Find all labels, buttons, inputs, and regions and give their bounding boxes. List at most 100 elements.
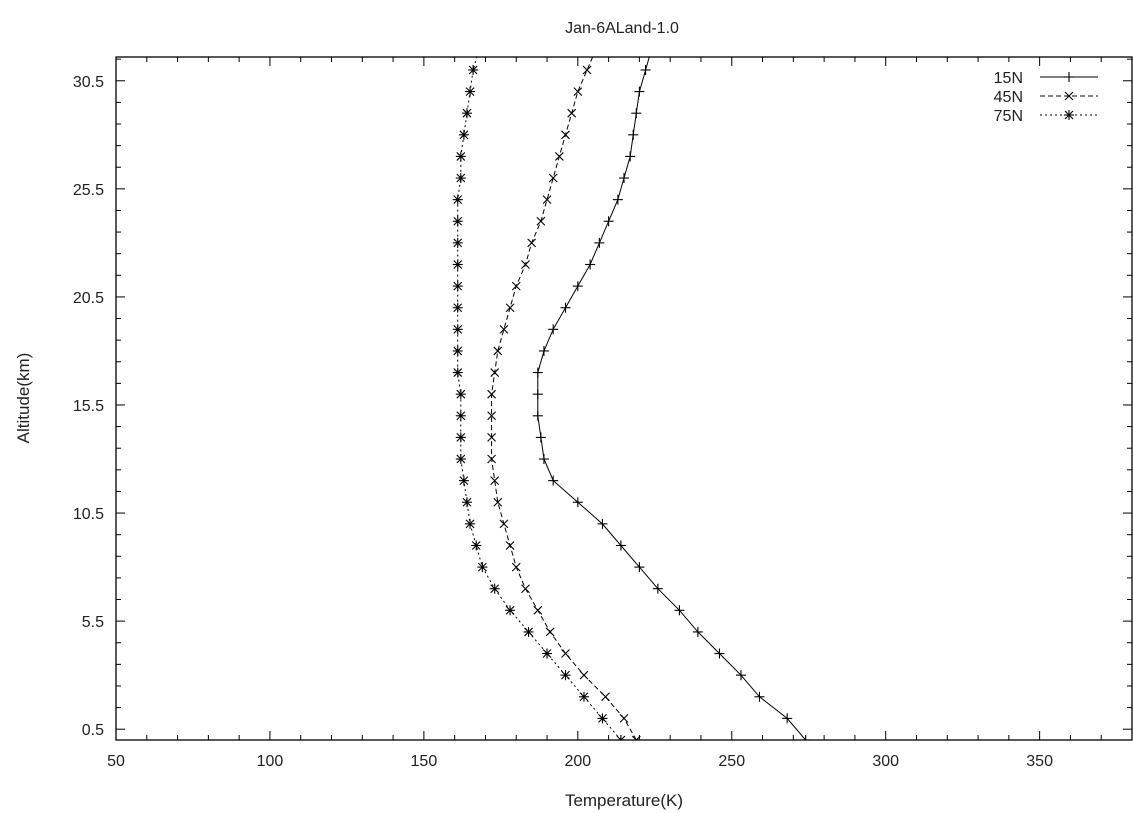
data-point: [634, 86, 645, 97]
data-point: [536, 216, 546, 226]
y-tick-label: 5.5: [82, 614, 104, 631]
data-point: [499, 324, 509, 334]
data-point: [597, 518, 608, 529]
data-point: [615, 540, 626, 551]
y-axis-label: Altitude(km): [14, 353, 33, 444]
data-point: [640, 64, 651, 75]
x-tick-label: 250: [718, 753, 745, 770]
data-point: [582, 65, 592, 75]
data-point: [692, 626, 703, 637]
data-point: [631, 108, 642, 119]
data-point: [615, 735, 626, 740]
data-point: [735, 670, 746, 681]
data-point: [535, 432, 546, 443]
series-45N: [487, 44, 641, 740]
data-point: [489, 583, 500, 594]
series-line: [537, 57, 806, 740]
data-point: [465, 518, 476, 529]
data-point: [548, 324, 559, 335]
series-line: [491, 57, 637, 740]
data-point: [505, 303, 515, 313]
x-tick-label: 100: [257, 753, 284, 770]
data-point: [461, 497, 472, 508]
data-point: [542, 648, 553, 659]
data-point: [511, 562, 521, 572]
data-point: [461, 108, 472, 119]
data-point: [560, 302, 571, 313]
x-axis: 50 100 150 200 250 300 350: [107, 57, 1133, 770]
data-point: [493, 497, 503, 507]
data-point: [532, 389, 543, 400]
legend-label: 15N: [994, 70, 1023, 87]
legend-marker: [1064, 91, 1074, 101]
data-point: [458, 475, 469, 486]
data-point: [554, 152, 564, 161]
data-point: [452, 216, 463, 227]
data-point: [592, 44, 600, 52]
data-point: [561, 649, 570, 658]
x-axis-label: Temperature(K): [565, 791, 683, 810]
data-point: [800, 735, 811, 740]
data-point: [455, 173, 466, 184]
data-point: [505, 541, 515, 550]
x-tick-label: 50: [107, 753, 125, 770]
data-point: [493, 346, 503, 356]
data-point: [471, 540, 482, 551]
x-tick-label: 300: [872, 753, 899, 770]
x-tick-label: 200: [564, 753, 591, 770]
data-point: [612, 194, 623, 205]
legend-marker: [1064, 72, 1074, 82]
y-tick-label: 10.5: [73, 506, 104, 523]
data-point: [619, 713, 629, 723]
data-point: [603, 216, 614, 227]
data-point: [532, 367, 543, 378]
y-tick-label: 20.5: [73, 290, 104, 307]
data-point: [511, 281, 521, 291]
y-tick-label: 0.5: [82, 722, 104, 739]
data-point: [532, 410, 543, 421]
data-point: [452, 302, 463, 313]
data-point: [548, 173, 558, 183]
data-point: [458, 129, 469, 140]
data-point: [523, 626, 534, 637]
data-point: [572, 281, 583, 292]
y-axis: 0.5 5.5 10.5 15.5 20.5 25.5 30.5: [73, 58, 1132, 739]
data-point: [452, 237, 463, 248]
data-point: [782, 713, 793, 724]
data-point: [573, 87, 583, 96]
data-point: [634, 562, 645, 573]
data-point: [452, 259, 463, 270]
data-point: [579, 670, 589, 680]
data-point: [487, 411, 497, 421]
data-point: [452, 367, 463, 378]
data-point: [619, 173, 629, 184]
data-point: [548, 475, 559, 486]
legend-marker: [1064, 110, 1074, 120]
data-point: [490, 368, 500, 377]
data-point: [452, 281, 463, 292]
data-point: [538, 454, 549, 465]
data-point: [572, 497, 583, 508]
data-point: [455, 432, 466, 443]
data-point: [487, 433, 497, 442]
data-point: [754, 691, 765, 702]
data-point: [487, 454, 497, 464]
data-point: [452, 324, 463, 335]
data-point: [594, 237, 605, 248]
y-tick-label: 30.5: [73, 74, 104, 91]
data-point: [499, 519, 509, 529]
series-layer: [452, 43, 811, 740]
data-point: [455, 389, 466, 400]
data-point: [487, 389, 497, 399]
data-point: [538, 345, 549, 356]
data-point: [567, 108, 577, 118]
data-point: [455, 151, 466, 162]
data-point: [505, 605, 516, 616]
data-point: [474, 43, 484, 53]
data-point: [585, 259, 596, 270]
plot-frame: [115, 56, 1133, 741]
series-15N: [532, 57, 811, 740]
data-point: [545, 627, 555, 637]
data-point: [477, 562, 488, 573]
